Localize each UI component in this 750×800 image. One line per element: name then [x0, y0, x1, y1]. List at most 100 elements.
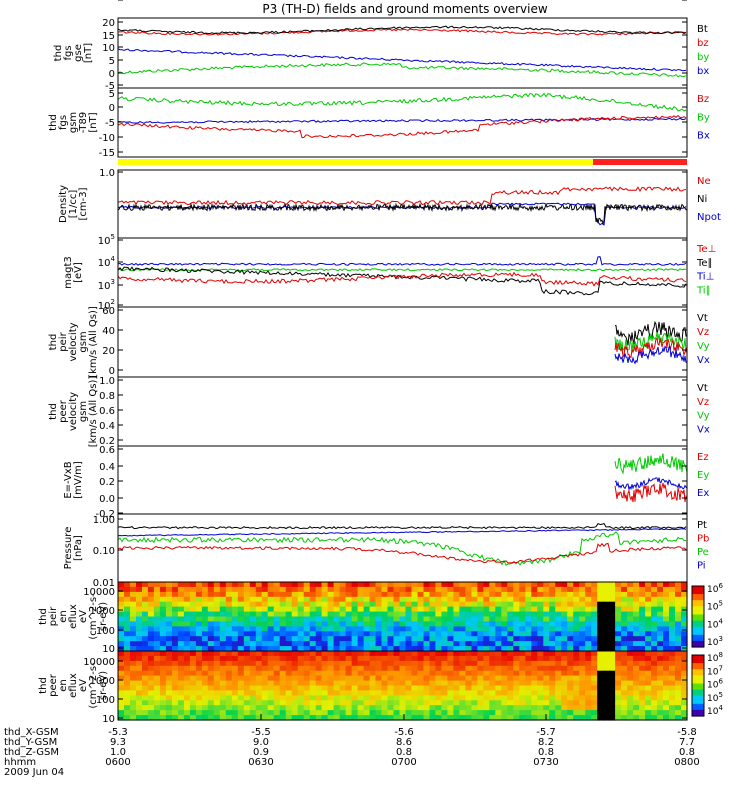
heatmap-cell	[537, 705, 544, 711]
heatmap-cell	[423, 626, 431, 632]
heatmap-cell	[201, 626, 209, 632]
heatmap-cell	[297, 641, 305, 647]
heatmap-cell	[291, 670, 299, 677]
heatmap-cell	[417, 690, 425, 696]
heatmap-cell	[363, 586, 371, 593]
heatmap-cell	[153, 591, 161, 598]
heatmap-cell	[249, 646, 257, 652]
heatmap-cell	[453, 651, 460, 657]
heatmap-cell	[633, 651, 640, 657]
heatmap-cell	[279, 675, 287, 682]
heatmap-cell	[537, 596, 544, 603]
heatmap-cell	[495, 705, 502, 711]
heatmap-cell	[561, 621, 568, 627]
series-line-Pb	[117, 542, 687, 564]
heatmap-cell	[255, 606, 263, 613]
heatmap-cell	[171, 710, 179, 716]
heatmap-cell	[489, 695, 496, 701]
heatmap-cell	[195, 646, 203, 652]
heatmap-cell	[531, 670, 538, 677]
heatmap-cell	[339, 651, 347, 657]
heatmap-cell	[243, 690, 251, 696]
heatmap-cell	[657, 606, 664, 613]
heatmap-cell	[339, 670, 347, 677]
heatmap-cell	[543, 631, 550, 637]
heatmap-cell	[675, 606, 682, 613]
heatmap-cell	[585, 675, 592, 682]
heatmap-cell	[130, 586, 137, 593]
heatmap-cell	[663, 621, 670, 627]
heatmap-cell	[255, 641, 263, 647]
heatmap-cell	[453, 670, 460, 677]
y-tick-label: -0.4	[95, 0, 115, 3]
heatmap-cell	[603, 710, 610, 716]
heatmap-cell	[405, 606, 413, 613]
heatmap-cell	[357, 611, 365, 618]
heatmap-cell	[543, 616, 550, 622]
heatmap-cell	[375, 680, 383, 687]
heatmap-cell	[471, 710, 478, 716]
heatmap-cell	[231, 601, 239, 608]
heatmap-cell	[375, 591, 383, 598]
heatmap-cell	[249, 626, 257, 632]
heatmap-cell	[459, 641, 466, 647]
heatmap-cell	[291, 646, 299, 652]
heatmap-cell	[591, 710, 598, 716]
heatmap-cell	[495, 690, 502, 696]
heatmap-cell	[177, 621, 185, 627]
heatmap-cell	[165, 705, 173, 711]
heatmap-cell	[213, 655, 221, 662]
heatmap-cell	[363, 655, 371, 662]
heatmap-cell	[429, 655, 437, 662]
heatmap-cell	[333, 621, 341, 627]
heatmap-cell	[237, 705, 245, 711]
colorbar-swatch	[692, 610, 704, 613]
heatmap-cell	[124, 675, 131, 682]
colorbar-swatch	[692, 659, 704, 662]
heatmap-cell	[171, 596, 179, 603]
heatmap-cell	[423, 601, 431, 608]
heatmap-cell	[429, 616, 437, 622]
heatmap-cell	[333, 715, 341, 721]
heatmap-cell	[201, 710, 209, 716]
heatmap-cell	[555, 586, 562, 593]
heatmap-cell	[513, 586, 520, 593]
heatmap-cell	[537, 680, 544, 687]
heatmap-cell	[471, 586, 478, 593]
heatmap-cell	[555, 641, 562, 647]
heatmap-cell	[297, 596, 305, 603]
heatmap-cell	[513, 601, 520, 608]
heatmap-cell	[177, 695, 185, 701]
heatmap-cell	[297, 695, 305, 701]
heatmap-cell	[447, 651, 454, 657]
heatmap-cell	[177, 675, 185, 682]
heatmap-cell	[597, 715, 604, 721]
heatmap-cell	[333, 690, 341, 696]
heatmap-cell	[369, 626, 377, 632]
heatmap-cell	[213, 641, 221, 647]
heatmap-cell	[555, 626, 562, 632]
heatmap-cell	[537, 651, 544, 657]
heatmap-cell	[615, 715, 622, 721]
heatmap-cell	[153, 601, 161, 608]
heatmap-cell	[153, 660, 161, 667]
heatmap-cell	[279, 680, 287, 687]
heatmap-cell	[645, 611, 652, 618]
heatmap-cell	[561, 586, 568, 593]
heatmap-cell	[124, 660, 131, 667]
heatmap-cell	[573, 660, 580, 667]
heatmap-cell	[130, 582, 137, 588]
heatmap-cell	[142, 586, 149, 593]
heatmap-cell	[171, 631, 179, 637]
heatmap-cell	[225, 685, 233, 691]
heatmap-cell	[633, 675, 640, 682]
heatmap-cell	[327, 596, 335, 603]
heatmap-cell	[585, 646, 592, 652]
heatmap-cell	[177, 606, 185, 613]
heatmap-cell	[453, 596, 460, 603]
heatmap-cell	[639, 621, 646, 627]
heatmap-cell	[453, 705, 460, 711]
heatmap-cell	[136, 695, 143, 701]
heatmap-cell	[549, 641, 556, 647]
heatmap-cell	[597, 665, 604, 672]
